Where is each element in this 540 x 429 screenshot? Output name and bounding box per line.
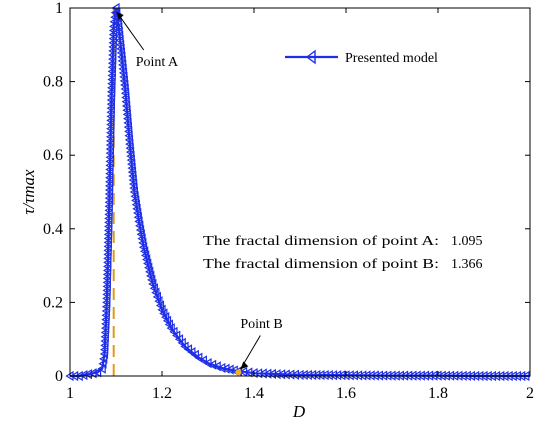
series-point (183, 344, 193, 355)
x-tick-label: 1 (66, 385, 74, 402)
legend-marker (305, 49, 316, 65)
series-point (112, 7, 121, 18)
info-line-label: The fractal dimension of point B: (203, 257, 439, 272)
series-point (316, 369, 325, 381)
series-point (312, 369, 321, 381)
series-point (148, 278, 157, 290)
series-point (253, 368, 263, 379)
series-point (152, 291, 161, 302)
series-point (140, 250, 150, 261)
series-point (198, 355, 207, 366)
info-line-value: 1.366 (451, 257, 483, 272)
series-point (136, 229, 145, 240)
plot-area-frame (69, 7, 531, 377)
y-tick-label: 0.4 (43, 221, 63, 238)
series-point (139, 246, 149, 257)
series-point (174, 334, 184, 345)
series-point (134, 216, 143, 227)
y-tick-label: 0.6 (43, 147, 63, 164)
series-point (164, 319, 173, 330)
series-point (349, 370, 358, 381)
series-point (138, 242, 148, 253)
series-point (299, 369, 308, 381)
x-axis-label: D (292, 402, 306, 421)
series-point (135, 220, 144, 231)
series-point (180, 341, 189, 352)
series-point (177, 337, 186, 348)
series-point (97, 363, 106, 374)
series-point (145, 266, 154, 277)
series-point (162, 315, 172, 326)
point-a-label: Point A (136, 55, 179, 70)
series-point (99, 353, 108, 364)
series-point (295, 369, 304, 380)
series-point (149, 283, 158, 294)
series-point (187, 347, 196, 358)
y-axis-label: τ/τmax (19, 169, 38, 215)
series-point (147, 274, 156, 285)
y-tick-label: 0 (55, 368, 63, 385)
x-tick-label: 1.2 (152, 385, 172, 402)
legend-entry-label: Presented model (345, 51, 438, 66)
series-point (92, 367, 102, 378)
series-point (143, 258, 152, 269)
series-point (258, 368, 267, 379)
point-b-label: Point B (240, 317, 282, 332)
series-point (332, 370, 342, 381)
y-tick-label: 0.8 (43, 74, 63, 91)
series-point (166, 323, 175, 334)
series-point (154, 296, 163, 307)
series-point (146, 270, 155, 281)
series-point (358, 370, 367, 381)
x-tick-label: 1.6 (336, 385, 356, 402)
series-point (328, 370, 338, 381)
series-point (142, 254, 151, 265)
point-b-marker (235, 369, 242, 376)
series-point (307, 369, 317, 381)
series-point (135, 224, 145, 236)
info-line-label: The fractal dimension of point A: (203, 234, 439, 249)
series-point (151, 287, 160, 298)
series-point (137, 233, 146, 244)
series-point (155, 300, 165, 311)
series-point (337, 370, 346, 381)
x-tick-label: 1.4 (244, 385, 264, 402)
series-point (366, 370, 375, 381)
x-tick-label: 2 (526, 385, 534, 402)
series-point (159, 308, 168, 319)
series-point (324, 370, 333, 381)
series-point (169, 326, 178, 337)
series-point (190, 349, 199, 360)
y-tick-label: 1 (55, 0, 63, 17)
series-point (161, 312, 170, 323)
series-point (172, 330, 181, 341)
series-point (286, 369, 295, 380)
series-point (290, 369, 299, 380)
point-a-arrow (116, 11, 145, 51)
series-point (303, 369, 312, 381)
series-point (110, 12, 119, 23)
series-point (138, 237, 147, 248)
x-tick-label: 1.8 (428, 385, 448, 402)
series-point (345, 370, 354, 381)
series-point (194, 352, 203, 363)
series-point (353, 370, 363, 381)
series-point (157, 304, 166, 315)
point-a-arrowhead (116, 12, 124, 20)
y-tick-label: 0.2 (43, 294, 63, 311)
series-point (362, 370, 371, 381)
series-point (98, 358, 107, 369)
info-line-value: 1.095 (451, 234, 483, 249)
series-point (370, 370, 379, 381)
point-b-arrowhead (240, 361, 249, 370)
series-point (320, 370, 329, 381)
series-point (144, 262, 153, 273)
